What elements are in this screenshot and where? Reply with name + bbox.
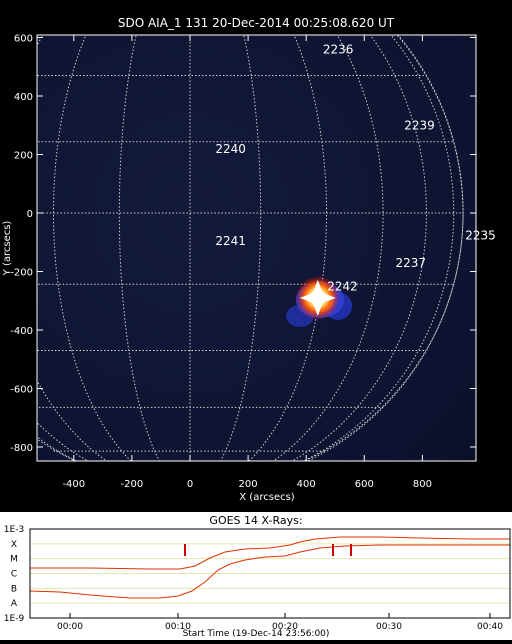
goes-x-tick-label: 00:00 (57, 622, 83, 632)
y-tick-label: -600 (10, 385, 33, 396)
goes-start-time: Start Time (19-Dec-14 23:56:00) (183, 629, 330, 639)
goes-x-axis: 00:00 00:10 00:20 00:30 00:40 (57, 613, 503, 632)
goes-event-marker (350, 544, 352, 556)
goes-x-tick-label: 00:10 (165, 622, 191, 632)
region-label: 2236 (323, 43, 354, 57)
y-tick-label: -800 (10, 443, 33, 454)
region-label: 2242 (327, 280, 358, 294)
y-tick-label: 200 (14, 151, 33, 162)
region-label: 2235 (465, 228, 496, 242)
y-tick-label: 400 (14, 92, 33, 103)
aia-image: SDO AIA_1 131 20-Dec-2014 00:25:08.620 U… (2, 16, 496, 503)
active-region-labels: 2236 2239 2240 2235 2241 2237 2242 (215, 43, 495, 294)
heliographic-grid (37, 35, 464, 461)
region-label: 2241 (215, 234, 246, 248)
goes-y-label: A (11, 599, 18, 609)
y-tick-label: 600 (14, 34, 33, 45)
goes-frame (29, 528, 511, 619)
x-tick-label: -200 (121, 479, 144, 490)
y-tick-label: -400 (10, 326, 33, 337)
goes-y-label: C (11, 570, 17, 580)
goes-y-label: B (11, 584, 17, 594)
goes-x-tick-label: 00:20 (272, 622, 298, 632)
goes-y-label: 1E-3 (4, 525, 24, 535)
plot-area (37, 35, 476, 461)
flare (295, 275, 340, 320)
goes-title: GOES 14 X-Rays: (209, 514, 302, 527)
goes-event-marker (184, 544, 186, 556)
goes-panel: GOES 14 X-Rays: 1E-3 X M C B A 1E-9 00:00 00:10… (0, 512, 512, 640)
goes-lower-curve (29, 544, 510, 599)
y-axis: 600 400 200 0 -200 -400 -600 -800 (10, 34, 476, 454)
x-tick-label: -400 (62, 479, 85, 490)
x-axis-label: X (arcsecs) (239, 492, 295, 503)
goes-event-marker (332, 544, 334, 556)
goes-x-tick-label: 00:30 (376, 622, 402, 632)
goes-x-tick-label: 00:40 (477, 622, 503, 632)
plot-frame (36, 34, 477, 462)
x-tick-label: 0 (187, 479, 193, 490)
y-tick-label: 0 (27, 209, 33, 220)
x-tick-label: 400 (297, 479, 316, 490)
x-axis: -400 -200 0 200 400 600 800 (62, 35, 432, 490)
x-tick-label: 800 (413, 479, 432, 490)
image-title: SDO AIA_1 131 20-Dec-2014 00:25:08.620 U… (118, 16, 395, 30)
region-label: 2239 (404, 119, 435, 133)
x-tick-label: 600 (355, 479, 374, 490)
aia-image-panel: SDO AIA_1 131 20-Dec-2014 00:25:08.620 U… (2, 16, 496, 503)
region-label: 2240 (215, 142, 246, 156)
goes-y-label: M (10, 555, 18, 565)
goes-y-label: 1E-9 (4, 614, 25, 624)
region-label: 2237 (396, 256, 427, 270)
goes-grid (30, 543, 510, 604)
solar-disk (37, 35, 476, 461)
x-tick-label: 200 (239, 479, 258, 490)
goes-upper-curve (30, 536, 510, 570)
goes-y-label: X (11, 540, 17, 550)
y-axis-label: Y (arcsecs) (2, 221, 13, 277)
y-tick-label: -200 (10, 268, 33, 279)
